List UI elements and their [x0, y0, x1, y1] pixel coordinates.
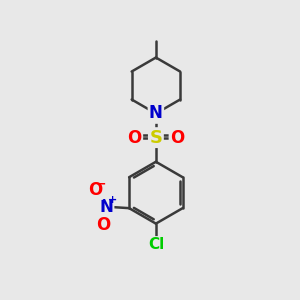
Text: N: N: [149, 104, 163, 122]
Text: O: O: [88, 181, 102, 199]
Text: O: O: [128, 129, 142, 147]
Text: N: N: [99, 198, 113, 216]
Text: +: +: [107, 195, 117, 205]
Text: O: O: [170, 129, 184, 147]
Text: S: S: [149, 129, 162, 147]
Text: O: O: [96, 216, 110, 234]
Text: −: −: [96, 178, 106, 191]
Text: Cl: Cl: [148, 237, 164, 252]
